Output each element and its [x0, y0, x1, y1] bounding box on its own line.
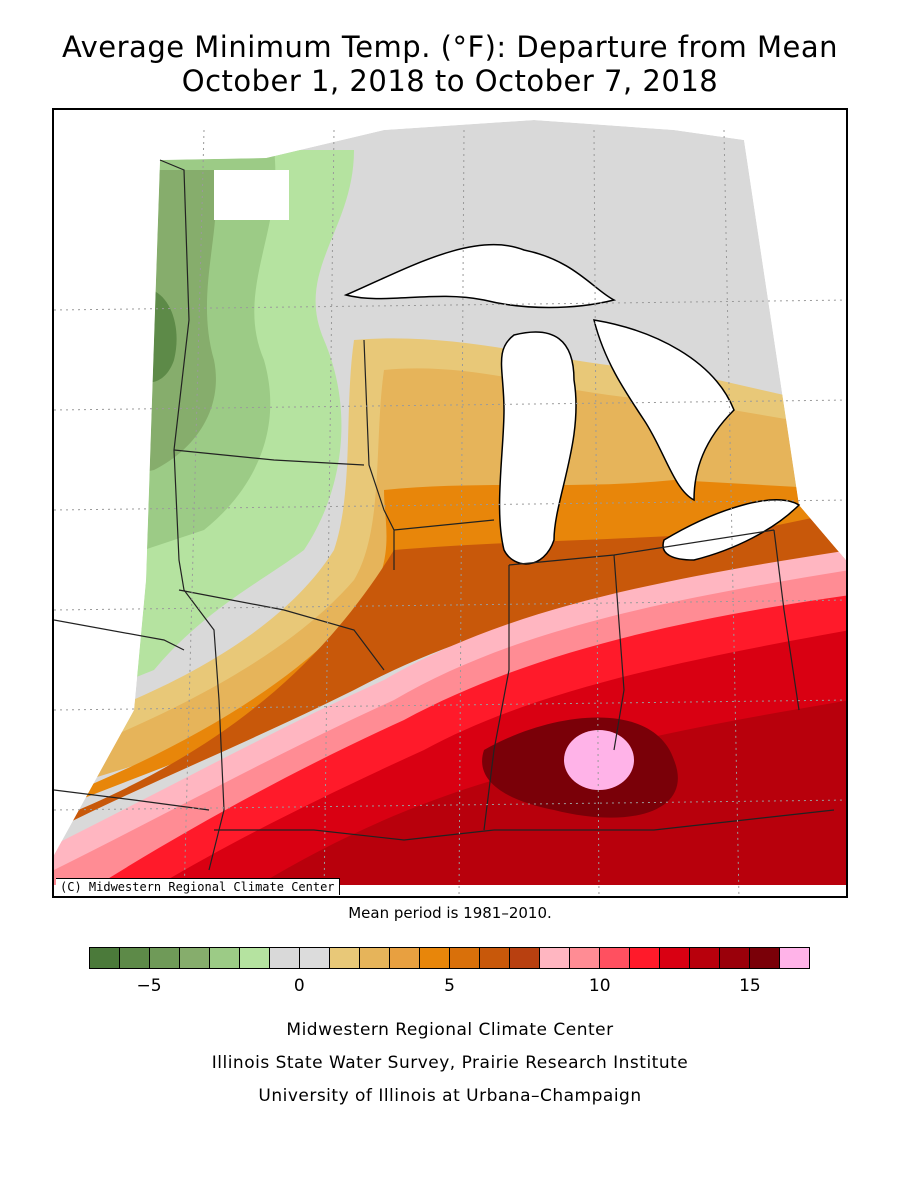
legend-swatch [450, 948, 480, 968]
legend-swatch [120, 948, 150, 968]
temperature-departure-map [52, 108, 848, 898]
legend-tick-label: 10 [588, 976, 611, 996]
legend-swatch [150, 948, 180, 968]
legend-swatch [780, 948, 809, 968]
copyright-label: (C) Midwestern Regional Climate Center [56, 878, 340, 895]
legend-swatch [390, 948, 420, 968]
legend-swatch [630, 948, 660, 968]
legend-swatch [330, 948, 360, 968]
color-legend [89, 947, 810, 969]
no-data-patch [214, 170, 289, 220]
state-boundaries [54, 159, 835, 871]
legend-swatch [180, 948, 210, 968]
mean-period-note: Mean period is 1981–2010. [348, 904, 552, 922]
credit-center: Midwestern Regional Climate Center [286, 1020, 614, 1040]
legend-tick-label: 5 [444, 976, 455, 996]
legend-swatch [540, 948, 570, 968]
legend-swatch [690, 948, 720, 968]
lake-superior [343, 243, 617, 309]
legend-tick-label: −5 [136, 976, 162, 996]
map-date-range: October 1, 2018 to October 7, 2018 [181, 64, 719, 98]
legend-swatch [210, 948, 240, 968]
legend-swatch [420, 948, 450, 968]
legend-swatch [720, 948, 750, 968]
legend-swatch [300, 948, 330, 968]
legend-swatch [660, 948, 690, 968]
legend-swatch [480, 948, 510, 968]
credit-survey: Illinois State Water Survey, Prairie Res… [211, 1053, 689, 1073]
legend-swatch [600, 948, 630, 968]
legend-tick-label: 0 [293, 976, 305, 996]
legend-swatch [360, 948, 390, 968]
extreme-warm-spot [564, 730, 634, 790]
legend-swatch [90, 948, 120, 968]
legend-swatch [570, 948, 600, 968]
outside-domain [54, 110, 846, 855]
legend-swatch [510, 948, 540, 968]
lake-erie [662, 499, 801, 561]
legend-swatch [240, 948, 270, 968]
legend-swatch [270, 948, 300, 968]
legend-swatch [750, 948, 780, 968]
map-title: Average Minimum Temp. (°F): Departure fr… [61, 30, 839, 64]
lake-huron [592, 319, 735, 502]
legend-tick-label: 15 [739, 976, 761, 996]
map-graphic [54, 110, 846, 896]
credit-university: University of Illinois at Urbana–Champai… [258, 1086, 642, 1106]
lat-lon-grid [54, 129, 846, 896]
